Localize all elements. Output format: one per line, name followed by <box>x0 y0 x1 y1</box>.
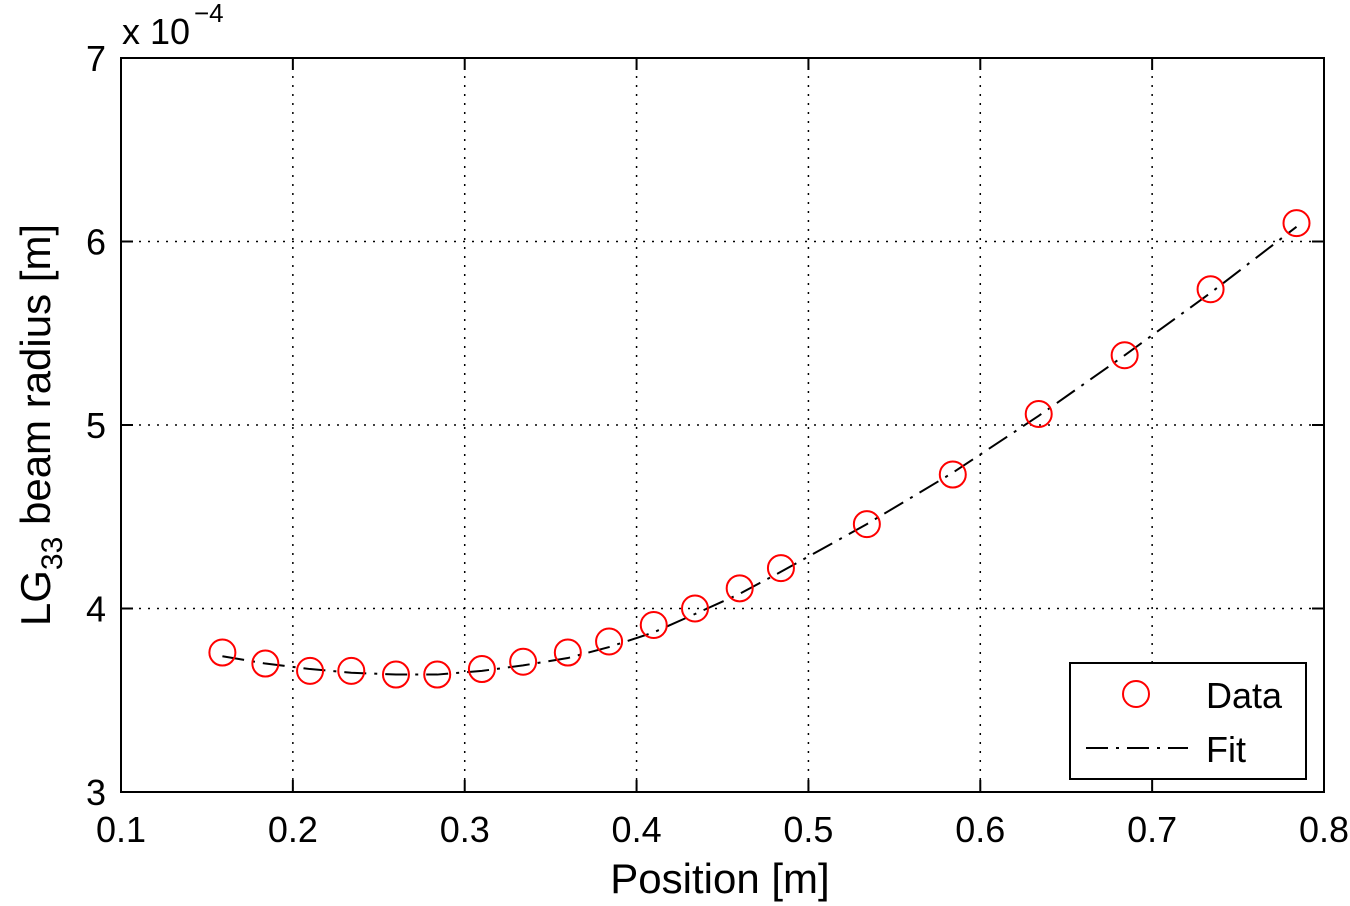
y-axis-label-main: LG <box>12 570 59 626</box>
x-tick-label: 0.5 <box>783 809 833 850</box>
data-point <box>725 574 754 603</box>
y-tick-labels: 3 4 5 6 7 <box>86 38 106 813</box>
x-tick-labels: 0.1 0.2 0.3 0.4 0.5 0.6 0.7 0.8 <box>96 809 1349 850</box>
data-point <box>1196 275 1225 304</box>
y-exponent-prefix: x 10 <box>122 11 190 52</box>
ticks <box>120 57 1325 793</box>
x-tick-label: 0.1 <box>96 809 146 850</box>
data-point <box>467 655 496 684</box>
y-axis-label-subscript: 33 <box>36 537 69 570</box>
y-tick-label: 4 <box>86 589 106 630</box>
x-tick-label: 0.6 <box>955 809 1005 850</box>
y-axis-label-rest: beam radius [m] <box>12 224 59 537</box>
data-point <box>766 554 795 583</box>
data-point <box>423 660 452 689</box>
legend-data-marker <box>1122 680 1150 708</box>
data-point <box>337 656 366 685</box>
x-tick-label: 0.4 <box>612 809 662 850</box>
x-tick-label: 0.7 <box>1127 809 1177 850</box>
series-layer <box>208 209 1311 689</box>
data-point <box>208 638 237 667</box>
legend-data-label: Data <box>1206 675 1283 716</box>
data-point <box>639 611 668 640</box>
legend: Data Fit <box>1069 662 1307 780</box>
x-tick-label: 0.8 <box>1299 809 1349 850</box>
x-axis-label: Position [m] <box>610 855 829 902</box>
y-axis-label: LG33 beam radius [m] <box>12 224 69 626</box>
data-point <box>509 647 538 676</box>
legend-box <box>1069 662 1307 780</box>
data-point <box>1110 341 1139 370</box>
data-point <box>681 594 710 623</box>
y-tick-label: 5 <box>86 405 106 446</box>
data-point <box>595 627 624 656</box>
legend-fit-label: Fit <box>1206 729 1246 770</box>
data-point <box>1282 209 1311 238</box>
svg-text:LG33 beam radius [m]: LG33 beam radius [m] <box>12 224 69 626</box>
y-tick-label: 6 <box>86 222 106 263</box>
data-point <box>938 460 967 489</box>
y-tick-label: 7 <box>86 38 106 79</box>
data-point <box>1024 399 1053 428</box>
y-tick-label: 3 <box>86 772 106 813</box>
data-point <box>852 510 881 539</box>
data-point <box>296 656 325 685</box>
data-point <box>251 649 280 678</box>
x-tick-label: 0.3 <box>440 809 490 850</box>
data-point <box>553 638 582 667</box>
x-tick-label: 0.2 <box>268 809 318 850</box>
y-exponent-power: −4 <box>194 0 224 28</box>
data-point <box>381 660 410 689</box>
fit-line <box>222 226 1298 676</box>
